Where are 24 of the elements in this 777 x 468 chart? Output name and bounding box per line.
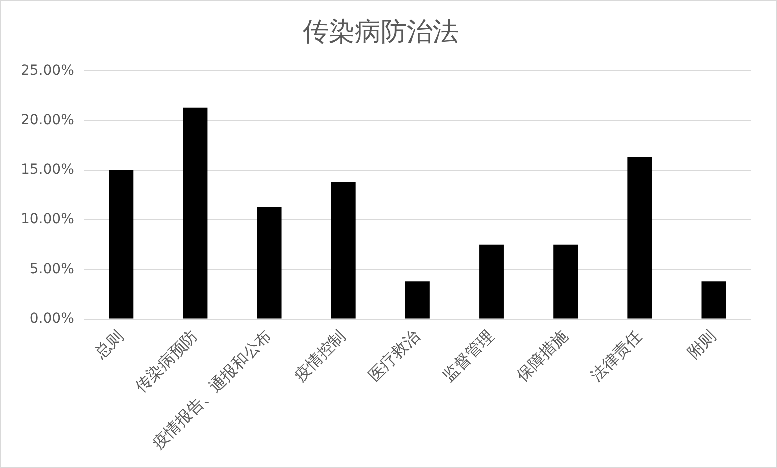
y-tick-label: 15.00% (20, 162, 74, 178)
y-tick-label: 5.00% (30, 261, 74, 278)
bar (331, 182, 356, 319)
x-tick-label: 医疗救治 (364, 326, 424, 386)
chart-title: 传染病防治法 (303, 17, 459, 48)
bar (257, 207, 282, 319)
y-tick-label: 25.00% (20, 62, 74, 79)
y-tick-label: 10.00% (20, 212, 74, 228)
x-tick-label: 法律责任 (586, 326, 646, 386)
y-tick-label: 0.00% (30, 310, 74, 327)
y-tick-label: 20.00% (20, 112, 74, 128)
bar (183, 108, 208, 319)
bar (405, 282, 430, 319)
x-tick-label: 总则 (90, 326, 128, 364)
bar (702, 282, 726, 319)
bar (554, 244, 578, 319)
x-tick-label: 疫情控制 (290, 326, 350, 386)
x-tick-label: 保障措施 (512, 326, 572, 386)
x-tick-label: 监督管理 (438, 326, 498, 386)
x-tick-label: 附则 (684, 326, 720, 362)
bar (109, 170, 134, 319)
x-tick-label: 传染病预防 (131, 326, 202, 396)
bar (480, 244, 504, 319)
bar (628, 158, 652, 319)
